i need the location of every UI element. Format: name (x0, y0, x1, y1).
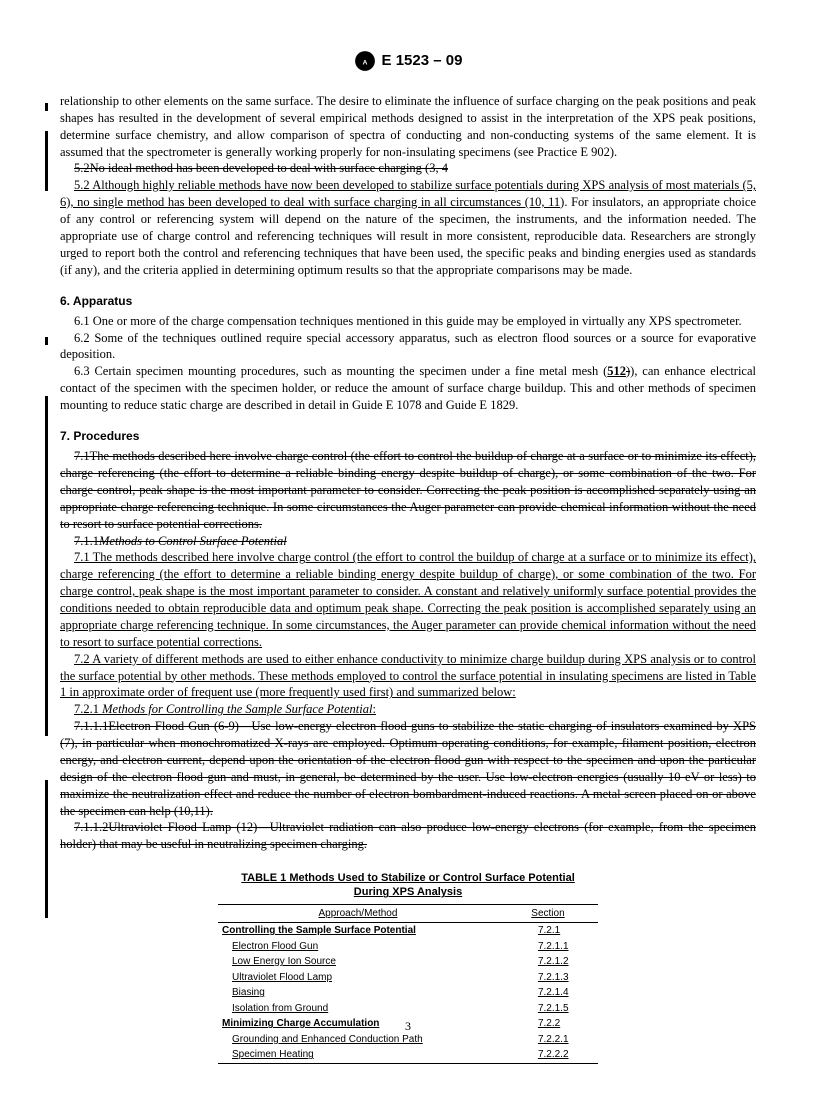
svg-text:A: A (362, 59, 367, 66)
para-5-2-strike: 5.2No ideal method has been developed to… (60, 160, 756, 177)
table-cell-section: 7.2.2.2 (498, 1047, 598, 1063)
table-cell-label: Isolation from Ground (218, 1001, 498, 1017)
table-row: Ultraviolet Flood Lamp7.2.1.3 (218, 970, 598, 986)
para-7-1-1-2-strike: 7.1.1.2Ultraviolet Flood Lamp (12)—Ultra… (60, 819, 756, 853)
table-1: TABLE 1 Methods Used to Stabilize or Con… (218, 871, 598, 1064)
section-6-title: 6. Apparatus (60, 293, 756, 309)
page-number: 3 (0, 1019, 816, 1034)
table-title: TABLE 1 Methods Used to Stabilize or Con… (218, 871, 598, 900)
para-7-1-1-1-strike: 7.1.1.1Electron Flood Gun (6-9)—Use low-… (60, 718, 756, 819)
para-7-1-strike: 7.1The methods described here involve ch… (60, 448, 756, 532)
table-body: Approach/Method Section Controlling the … (218, 904, 598, 1064)
table-cell-label: Grounding and Enhanced Conduction Path (218, 1032, 498, 1048)
table-row: Specimen Heating7.2.2.2 (218, 1047, 598, 1063)
change-bar (45, 131, 48, 191)
table-cell-label: Biasing (218, 985, 498, 1001)
doc-id: E 1523 – 09 (382, 51, 463, 71)
table-cell-section: 7.2.1.2 (498, 954, 598, 970)
table-col-section: Section (498, 904, 598, 923)
table-cell-label: Specimen Heating (218, 1047, 498, 1063)
para-7-2-1: 7.2.1 Methods for Controlling the Sample… (60, 701, 756, 718)
table-cell-section: 7.2.1.3 (498, 970, 598, 986)
table-row: Electron Flood Gun7.2.1.1 (218, 939, 598, 955)
table-cell-label: Electron Flood Gun (218, 939, 498, 955)
para-7-2-new: 7.2 A variety of different methods are u… (60, 651, 756, 702)
table-cell-section: 7.2.2.1 (498, 1032, 598, 1048)
table-cell-label: Low Energy Ion Source (218, 954, 498, 970)
change-bar (45, 103, 48, 111)
table-row: Grounding and Enhanced Conduction Path7.… (218, 1032, 598, 1048)
table-row: Isolation from Ground7.2.1.5 (218, 1001, 598, 1017)
para-5-2-new: 5.2 Although highly reliable methods hav… (60, 177, 756, 278)
para-6-2: 6.2 Some of the techniques outlined requ… (60, 330, 756, 364)
change-bar (45, 780, 48, 918)
astm-logo-icon: A (354, 50, 376, 72)
table-row: Controlling the Sample Surface Potential… (218, 923, 598, 939)
change-bar (45, 337, 48, 345)
page: A E 1523 – 09 relationship to other elem… (0, 0, 816, 1094)
para-6-1: 6.1 One or more of the charge compensati… (60, 313, 756, 330)
page-header: A E 1523 – 09 (60, 50, 756, 77)
table-cell-section: 7.2.1.5 (498, 1001, 598, 1017)
table-row: Biasing7.2.1.4 (218, 985, 598, 1001)
para-5-1-cont: relationship to other elements on the sa… (60, 93, 756, 161)
table-cell-section: 7.2.1.4 (498, 985, 598, 1001)
para-6-3: 6.3 Certain specimen mounting procedures… (60, 363, 756, 414)
section-7-title: 7. Procedures (60, 428, 756, 444)
para-7-1-new: 7.1 The methods described here involve c… (60, 549, 756, 650)
table-cell-section: 7.2.1 (498, 923, 598, 939)
table-cell-label: Controlling the Sample Surface Potential (218, 923, 498, 939)
change-bar (45, 396, 48, 736)
table-col-approach: Approach/Method (218, 904, 498, 923)
table-cell-label: Ultraviolet Flood Lamp (218, 970, 498, 986)
table-row: Low Energy Ion Source7.2.1.2 (218, 954, 598, 970)
table-cell-section: 7.2.1.1 (498, 939, 598, 955)
para-7-1-1-strike: 7.1.1Methods to Control Surface Potentia… (60, 533, 756, 550)
